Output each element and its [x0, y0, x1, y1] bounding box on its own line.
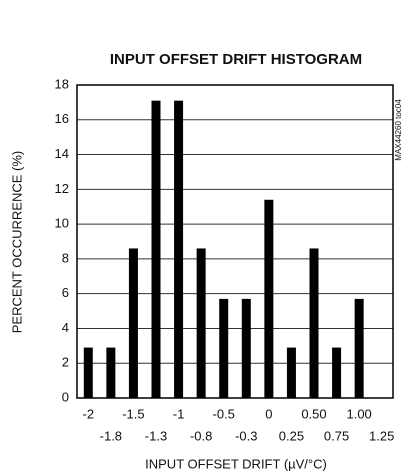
- y-tick-label: 8: [62, 250, 69, 265]
- bar: [128, 248, 138, 398]
- plot-frame: [76, 84, 394, 399]
- bar: [151, 100, 161, 399]
- y-tick-label: 0: [62, 389, 69, 404]
- y-tick-label: 2: [62, 355, 69, 370]
- y-tick-label: 16: [55, 111, 69, 126]
- x-tick-label: -0.3: [235, 428, 257, 443]
- x-tick-label: 1.25: [369, 428, 394, 443]
- x-tick-label: -0.8: [190, 428, 212, 443]
- annotation: MAX44260 toc04: [394, 99, 403, 161]
- x-tick-label: -1.3: [145, 428, 167, 443]
- bar: [332, 347, 342, 398]
- y-tick-label: 14: [55, 146, 69, 161]
- x-tick-label: -1.8: [100, 428, 122, 443]
- bar: [83, 347, 93, 398]
- y-tick-label: 12: [55, 181, 69, 196]
- bar: [241, 298, 251, 398]
- x-tick-label: -2: [83, 406, 95, 421]
- bar: [106, 347, 116, 398]
- y-tick-label: 6: [62, 285, 69, 300]
- x-tick-label: 0.75: [324, 428, 349, 443]
- bar: [219, 298, 229, 398]
- x-tick-label: 0.50: [301, 406, 326, 421]
- y-tick-label: 10: [55, 216, 69, 231]
- x-tick-label: -0.5: [213, 406, 235, 421]
- x-tick-label: 1.00: [346, 406, 371, 421]
- x-axis-label: INPUT OFFSET DRIFT (µV/°C): [145, 456, 327, 471]
- bar: [196, 248, 206, 398]
- bar: [174, 100, 184, 399]
- y-axis-label: PERCENT OCCURRENCE (%): [9, 151, 24, 334]
- bar: [354, 298, 364, 398]
- chart-title: INPUT OFFSET DRIFT HISTOGRAM: [110, 51, 362, 68]
- x-tick-label: 0.25: [279, 428, 304, 443]
- x-tick-label: 0: [265, 406, 272, 421]
- x-tick-label: -1: [173, 406, 185, 421]
- y-tick-label: 18: [55, 76, 69, 91]
- y-tick-label: 4: [62, 320, 69, 335]
- x-tick-label: -1.5: [122, 406, 144, 421]
- bar: [309, 248, 319, 398]
- bar: [264, 199, 274, 398]
- bar: [286, 347, 296, 398]
